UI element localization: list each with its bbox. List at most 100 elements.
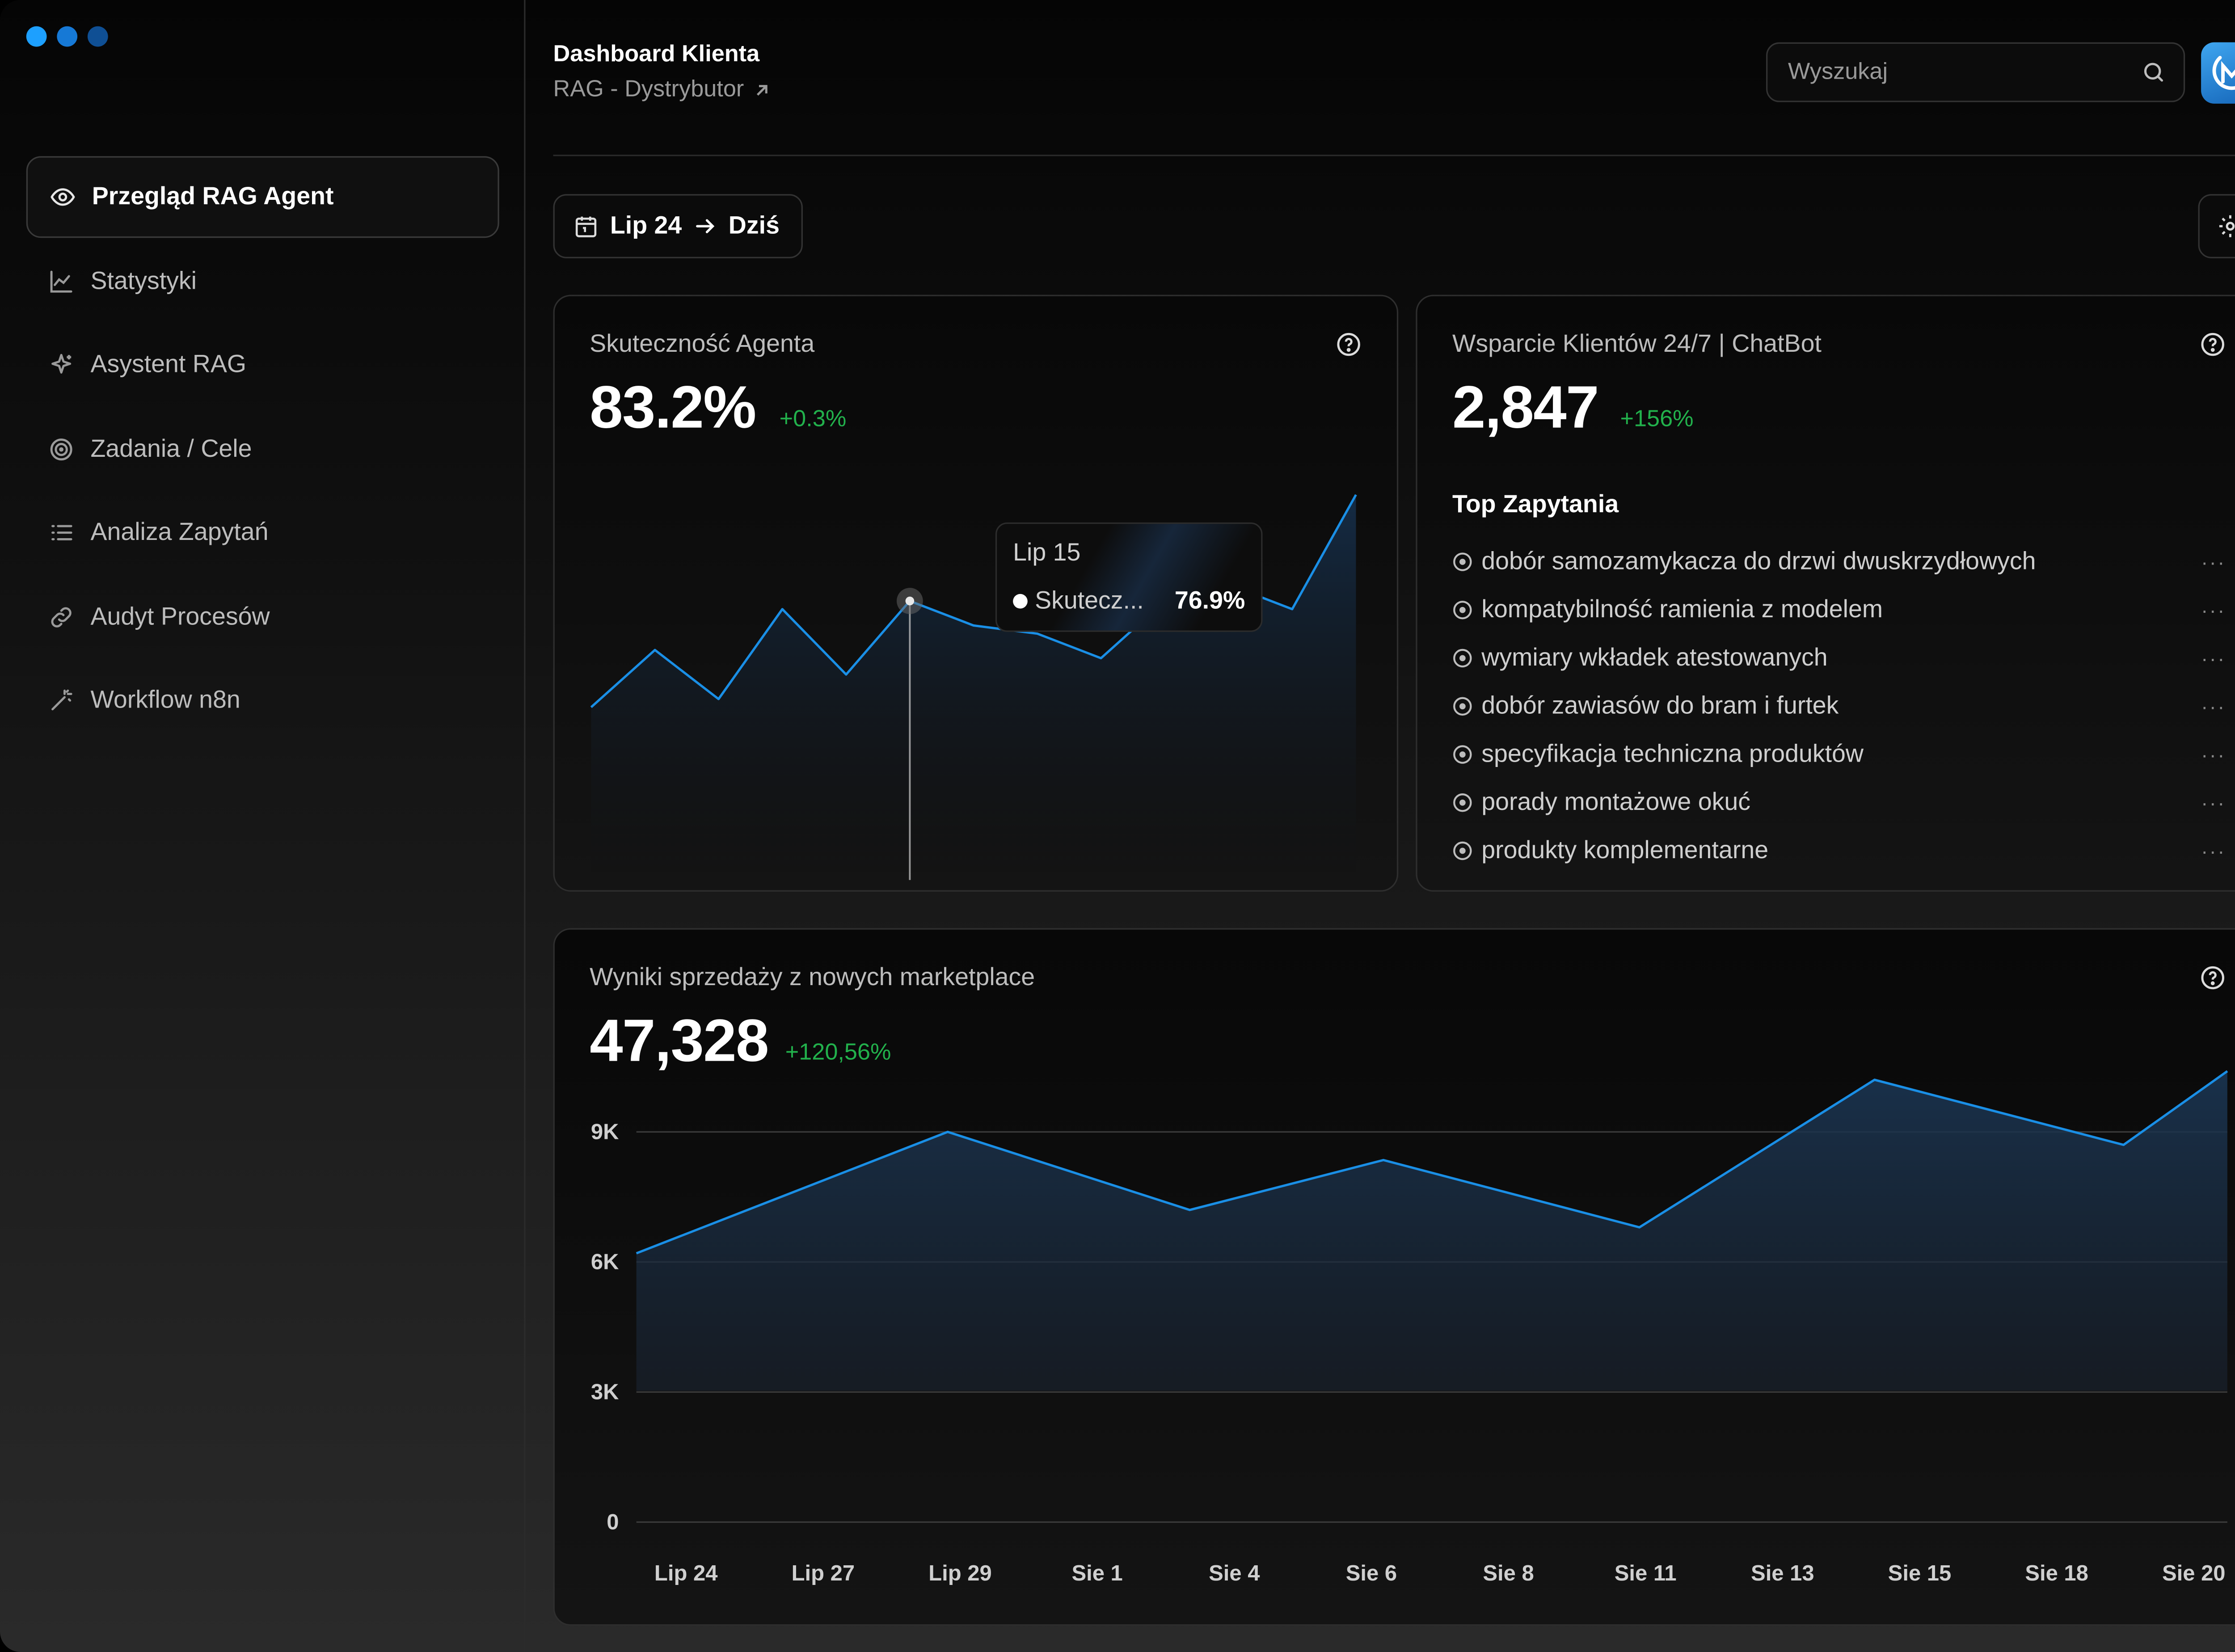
- list-icon: [51, 525, 72, 540]
- x-tick-label: Sie 13: [1751, 1561, 1814, 1585]
- window-dot-blue-dark[interactable]: [87, 26, 108, 47]
- search-icon[interactable]: [2141, 60, 2166, 85]
- more-icon[interactable]: ···: [2201, 549, 2226, 573]
- sidebar-item-audyt[interactable]: Audyt Procesów: [26, 576, 499, 657]
- sidebar-item-label: Workflow n8n: [90, 686, 240, 714]
- radio-dot-icon: [1453, 792, 1472, 811]
- target-icon: [50, 438, 72, 460]
- support-card: Wsparcie Klientów 24/7 | ChatBot 2,847 +…: [1416, 295, 2235, 892]
- sidebar-item-asystent[interactable]: Asystent RAG: [26, 324, 499, 406]
- help-icon[interactable]: [2200, 965, 2226, 991]
- agent-value: 83.2%: [590, 373, 756, 441]
- more-icon[interactable]: ···: [2201, 694, 2226, 717]
- x-tick-label: Lip 24: [654, 1561, 718, 1585]
- line-chart-icon: [50, 270, 72, 292]
- sidebar-item-label: Analiza Zapytań: [90, 518, 269, 546]
- sales-delta: +120,56%: [785, 1040, 891, 1066]
- agent-area: [591, 494, 1356, 873]
- sales-area: [636, 1071, 2227, 1391]
- radio-dot-icon: [1453, 600, 1472, 619]
- sidebar-item-zadania[interactable]: Zadania / Cele: [26, 408, 499, 490]
- more-icon[interactable]: ···: [2201, 838, 2226, 862]
- x-tick-label: Sie 8: [1483, 1561, 1534, 1585]
- sidebar-item-statystyki[interactable]: Statystyki: [26, 240, 499, 322]
- chart-tooltip: Lip 15 Skutecz... 76.9%: [995, 522, 1263, 632]
- date-range-button[interactable]: Lip 24 Dziś: [553, 194, 803, 258]
- card-title: Skuteczność Agenta: [590, 329, 815, 358]
- sidebar-item-label: Statystyki: [90, 266, 197, 294]
- radio-dot-icon: [1453, 744, 1472, 763]
- more-icon[interactable]: ···: [2201, 598, 2226, 621]
- settings-button[interactable]: [2198, 194, 2235, 258]
- agent-effectiveness-card: Skuteczność Agenta 83.2% +0.3% Lip 15 Sk…: [553, 295, 1399, 892]
- sidebar-item-workflow[interactable]: Workflow n8n: [26, 660, 499, 742]
- query-text: kompatybilność ramienia z modelem: [1481, 594, 1883, 623]
- magic-wand-icon: [51, 689, 72, 711]
- sidebar-item-label: Zadania / Cele: [90, 434, 252, 462]
- page-subtitle[interactable]: RAG - Dystrybutor: [553, 77, 744, 102]
- query-text: dobór samozamykacza do drzwi dwuskrzydło…: [1481, 546, 2036, 574]
- list-item[interactable]: kompatybilność ramienia z modelem ···: [1452, 585, 2226, 633]
- x-tick-label: Sie 1: [1071, 1561, 1122, 1585]
- search-input[interactable]: [1785, 57, 2142, 87]
- tooltip-row: Skutecz...: [1013, 587, 1144, 616]
- series-dot-icon: [1013, 594, 1028, 609]
- card-title: Wyniki sprzedaży z nowych marketplace: [590, 963, 1035, 991]
- radio-dot-icon: [1453, 552, 1472, 571]
- x-tick-label: Sie 11: [1615, 1561, 1677, 1585]
- query-text: porady montażowe okuć: [1481, 787, 1751, 815]
- external-link-icon[interactable]: [753, 82, 770, 99]
- calendar-icon: [575, 215, 597, 237]
- sales-card: Wyniki sprzedaży z nowych marketplace 47…: [553, 928, 2235, 1626]
- x-tick-label: Sie 6: [1346, 1561, 1397, 1585]
- search-box: [1766, 42, 2185, 102]
- more-icon[interactable]: ···: [2201, 790, 2226, 814]
- query-text: specyfikacja techniczna produktów: [1481, 739, 1864, 767]
- list-item[interactable]: wymiary wkładek atestowanych ···: [1452, 633, 2226, 682]
- date-to: Dziś: [728, 211, 780, 240]
- sales-line: [636, 1070, 2228, 1255]
- x-tick-label: Sie 20: [2162, 1561, 2226, 1585]
- support-value: 2,847: [1452, 373, 1599, 441]
- list-item[interactable]: dobór samozamykacza do drzwi dwuskrzydło…: [1452, 537, 2226, 586]
- list-item[interactable]: porady montażowe okuć ···: [1452, 778, 2226, 826]
- tooltip-series: Skutecz...: [1035, 586, 1144, 615]
- sales-chart[interactable]: 0 3K 6K 9K Lip 24 Lip 27 Lip 29 Sie 1 Sie 4 Sie 6…: [555, 930, 2235, 1626]
- x-tick-label: Sie 18: [2025, 1561, 2088, 1585]
- hover-point: [905, 596, 915, 606]
- y-tick-label: 6K: [591, 1250, 619, 1274]
- top-queries-list: dobór samozamykacza do drzwi dwuskrzydło…: [1452, 537, 2226, 874]
- help-icon[interactable]: [1336, 331, 1362, 358]
- sidebar-item-label: Audyt Procesów: [90, 602, 270, 630]
- sidebar-item-label: Przegląd RAG Agent: [92, 182, 334, 211]
- list-item[interactable]: dobór zawiasów do bram i furtek ···: [1452, 682, 2226, 730]
- window-dot-blue[interactable]: [57, 26, 78, 47]
- gear-icon: [2219, 215, 2235, 237]
- avatar[interactable]: [2201, 42, 2235, 104]
- list-item[interactable]: produkty komplementarne ···: [1452, 826, 2226, 874]
- header-divider: [553, 155, 2235, 156]
- x-tick-label: Lip 29: [928, 1561, 992, 1585]
- query-text: dobór zawiasów do bram i furtek: [1481, 691, 1839, 719]
- help-icon[interactable]: [2200, 331, 2226, 358]
- agent-delta: +0.3%: [779, 407, 847, 432]
- tooltip-value: 76.9%: [1174, 586, 1245, 615]
- x-tick-label: Sie 15: [1888, 1561, 1952, 1585]
- window-dot-blue-light[interactable]: [26, 26, 47, 47]
- sidebar-item-przeglad[interactable]: Przegląd RAG Agent: [26, 156, 499, 238]
- breadcrumb[interactable]: RAG - Dystrybutor: [553, 77, 771, 104]
- query-text: wymiary wkładek atestowanych: [1481, 643, 1828, 671]
- y-tick-label: 3K: [591, 1380, 619, 1404]
- more-icon[interactable]: ···: [2201, 742, 2226, 766]
- sidebar: Przegląd RAG Agent Statystyki Asystent R…: [0, 0, 526, 1652]
- list-item[interactable]: specyfikacja techniczna produktów ···: [1452, 730, 2226, 778]
- radio-dot-icon: [1453, 841, 1472, 860]
- more-icon[interactable]: ···: [2201, 645, 2226, 670]
- sidebar-item-analiza[interactable]: Analiza Zapytań: [26, 492, 499, 573]
- support-delta: +156%: [1620, 407, 1694, 432]
- x-tick-label: Lip 27: [792, 1561, 855, 1585]
- y-tick-label: 9K: [591, 1120, 619, 1144]
- y-tick-label: 0: [607, 1510, 619, 1534]
- agent-chart[interactable]: [555, 296, 1398, 892]
